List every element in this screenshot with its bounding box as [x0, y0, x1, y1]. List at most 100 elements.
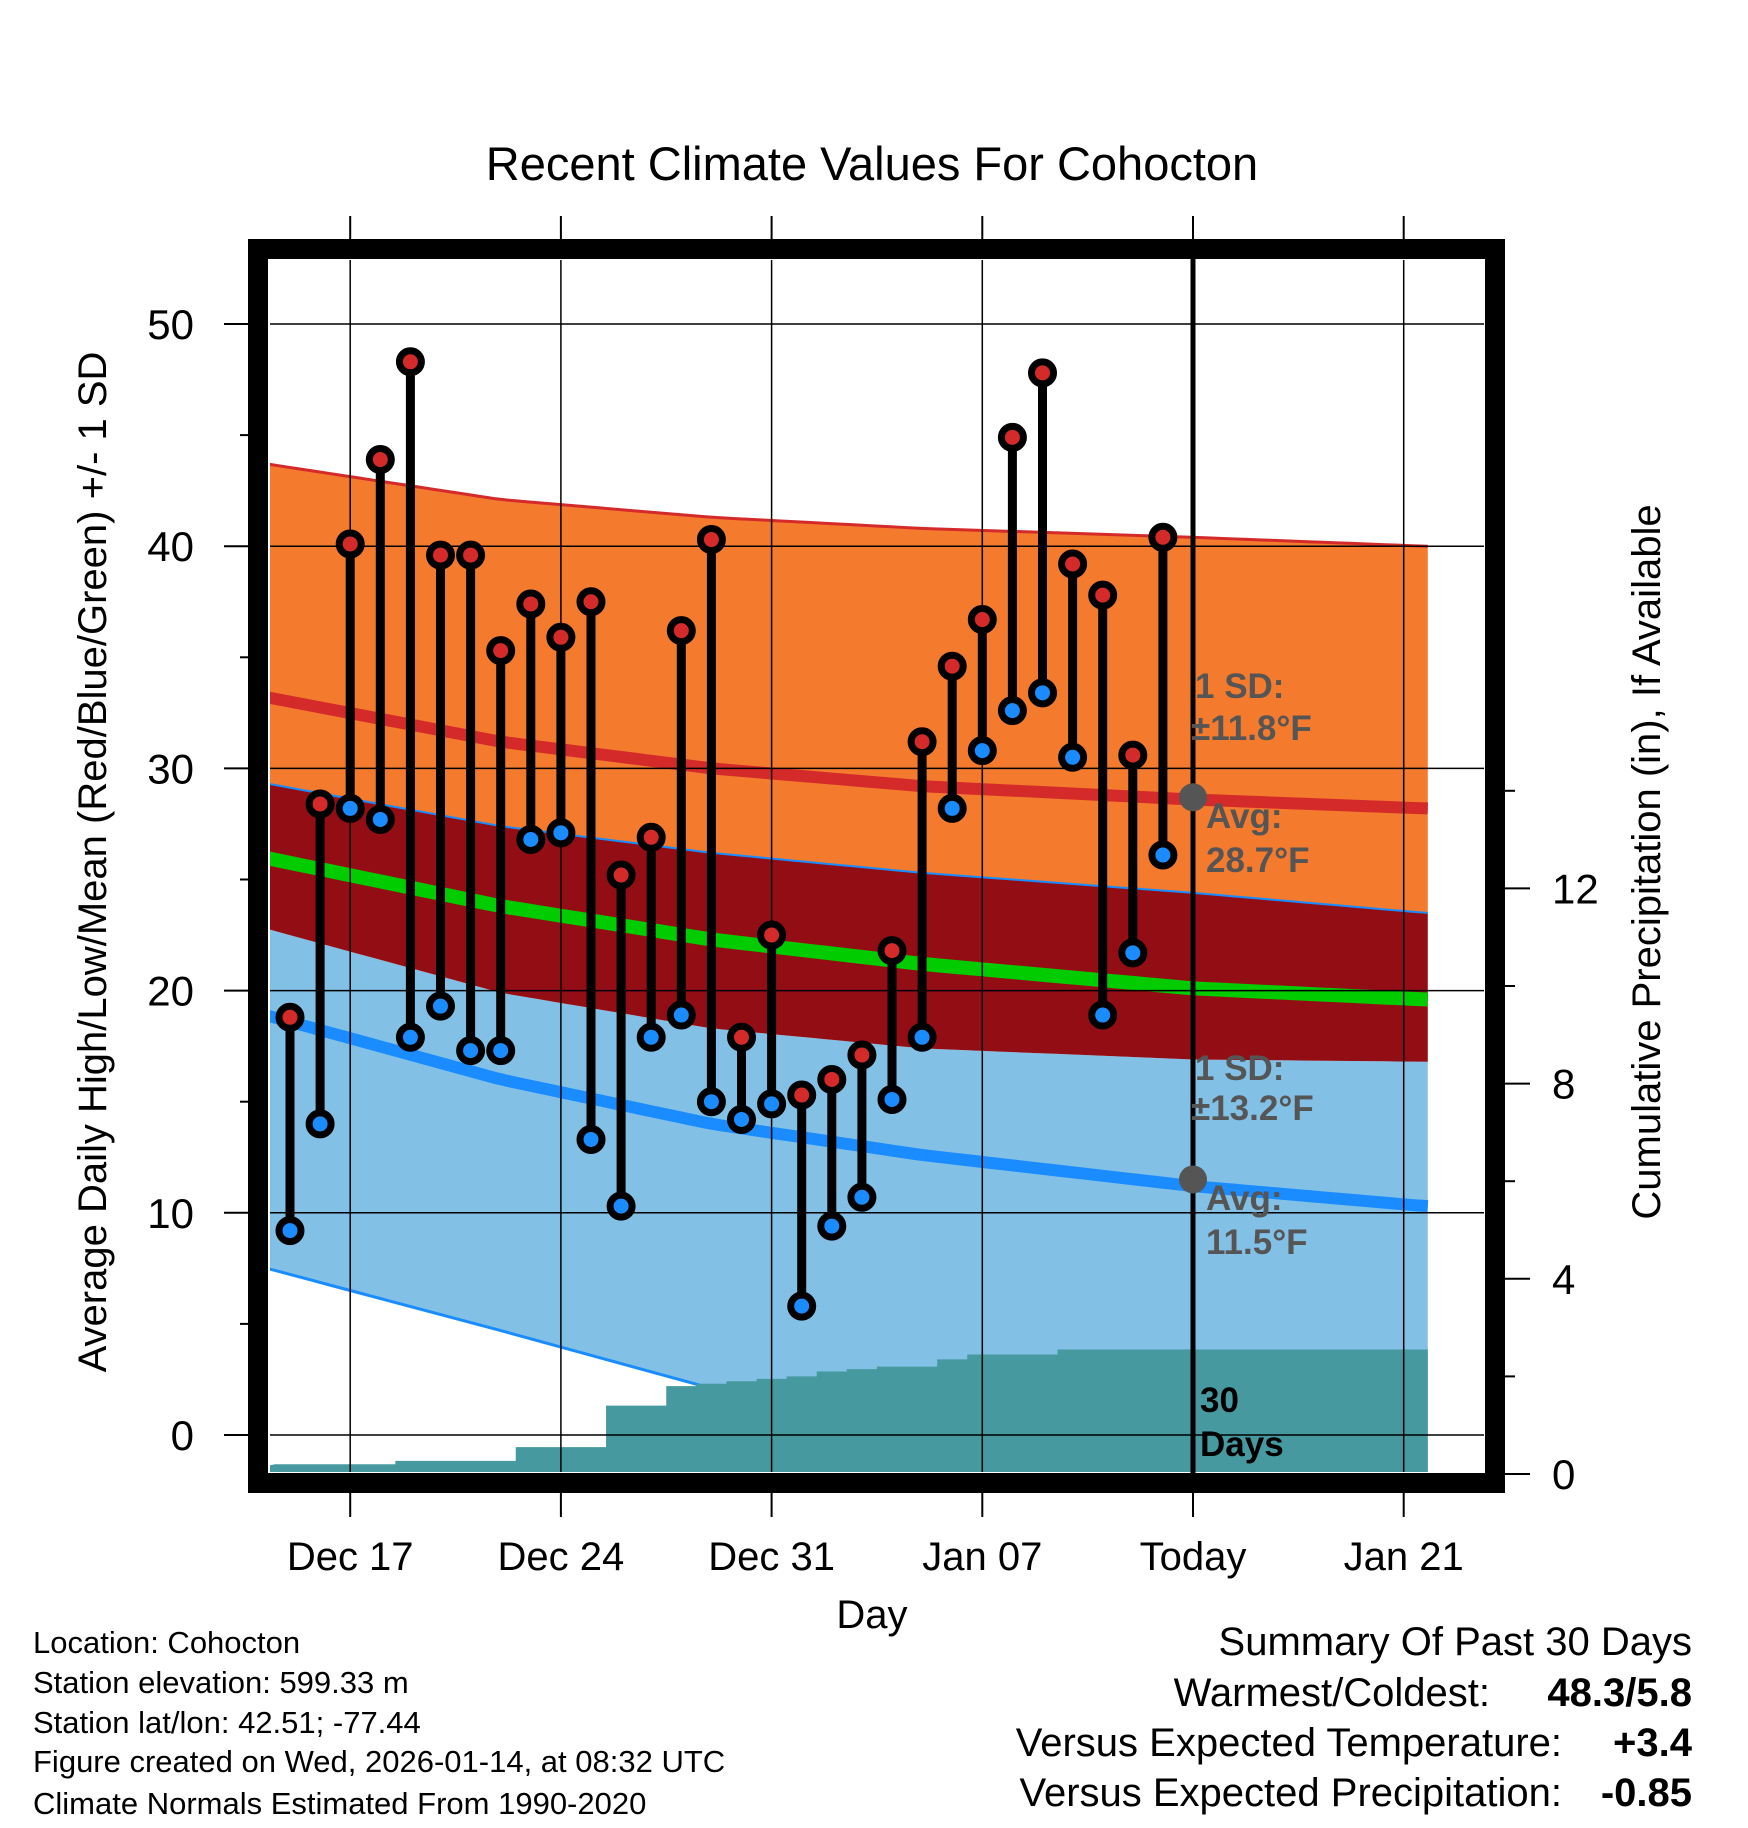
- summary-title: Summary Of Past 30 Days: [1219, 1620, 1692, 1664]
- daily-high-point: [877, 936, 907, 966]
- daily-low-point: [275, 1216, 305, 1246]
- daily-low-point: [877, 1084, 907, 1114]
- x-tick-label: Dec 17: [287, 1535, 414, 1579]
- period-unit: Days: [1200, 1425, 1284, 1464]
- daily-high-point: [1118, 740, 1148, 770]
- daily-low-point: [1028, 678, 1057, 708]
- daily-low-point: [576, 1124, 606, 1154]
- chart-title: Recent Climate Values For Cohocton: [486, 137, 1258, 190]
- daily-high-point: [456, 540, 486, 570]
- daily-low-point: [817, 1211, 847, 1241]
- daily-low-point: [727, 1104, 756, 1134]
- precip-area: [270, 1349, 1428, 1472]
- daily-high-point: [576, 587, 606, 617]
- info-created: Figure created on Wed, 2026-01-14, at 08…: [33, 1744, 725, 1779]
- daily-high-point: [817, 1064, 847, 1094]
- daily-low-point: [516, 825, 546, 855]
- axes: 0 10 20 30 40 50 0 4 8 12 Dec 17 Dec 24 Dec 31 Jan 07…: [147, 216, 1599, 1579]
- daily-low-point: [967, 736, 997, 766]
- overlay: [275, 250, 1207, 1480]
- daily-low-point: [1118, 938, 1148, 968]
- y2-tick-label: 4: [1552, 1256, 1575, 1303]
- daily-high-point: [757, 920, 787, 950]
- x-tick-label: Dec 24: [498, 1535, 625, 1579]
- today-high-avg-marker: [1179, 783, 1207, 812]
- daily-low-point: [997, 696, 1027, 726]
- daily-low-point: [907, 1022, 937, 1052]
- daily-high-point: [1148, 522, 1178, 552]
- daily-high-point: [907, 727, 937, 757]
- daily-high-point: [426, 540, 455, 570]
- y-tick-label: 30: [147, 745, 194, 792]
- daily-low-point: [1058, 742, 1088, 772]
- warmest-label: Warmest/Coldest:: [1174, 1671, 1490, 1715]
- daily-high-point: [1028, 358, 1057, 388]
- daily-low-point: [546, 818, 576, 848]
- daily-high-point: [727, 1022, 756, 1052]
- daily-high-point: [636, 822, 666, 852]
- high-avg-label: Avg:: [1206, 797, 1282, 836]
- today-low-avg-marker: [1179, 1165, 1207, 1194]
- info-normals: Climate Normals Estimated From 1990-2020: [33, 1786, 646, 1821]
- temp-vs-expected-label: Versus Expected Temperature:: [1016, 1721, 1562, 1765]
- daily-low-point: [666, 1000, 696, 1030]
- daily-low-point: [365, 805, 395, 835]
- daily-high-point: [666, 616, 696, 646]
- daily-low-point: [1148, 840, 1178, 870]
- daily-low-point: [456, 1036, 486, 1066]
- plot-frame: [248, 239, 1505, 1493]
- daily-low-point: [606, 1191, 636, 1221]
- y2-tick-label: 0: [1552, 1451, 1575, 1498]
- high-sd-value: ±11.8°F: [1191, 709, 1312, 748]
- daily-high-point: [1088, 580, 1118, 610]
- low-sd-value: ±13.2°F: [1191, 1089, 1314, 1128]
- y-tick-label: 10: [147, 1190, 194, 1237]
- overlap-band: [270, 784, 1428, 1062]
- temp-vs-expected-value: +3.4: [1613, 1721, 1693, 1765]
- low-sd-label: 1 SD:: [1195, 1049, 1284, 1088]
- daily-high-point: [486, 636, 516, 666]
- x-tick-label: Dec 31: [708, 1535, 835, 1579]
- y2-axis-label: Cumulative Precipitation (in), If Availa…: [1625, 504, 1669, 1219]
- daily-low-point: [395, 1022, 425, 1052]
- x-tick-label: Jan 21: [1344, 1535, 1464, 1579]
- y-tick-label: 0: [171, 1412, 194, 1459]
- y-axis-label: Average Daily High/Low/Mean (Red/Blue/Gr…: [71, 352, 115, 1373]
- daily-high-point: [787, 1080, 817, 1110]
- daily-low-point: [757, 1089, 787, 1119]
- precip-vs-expected-label: Versus Expected Precipitation:: [1019, 1771, 1562, 1815]
- daily-low-point: [847, 1182, 877, 1212]
- daily-low-point: [486, 1036, 516, 1066]
- y2-tick-label: 8: [1552, 1061, 1575, 1108]
- plot-area: [270, 260, 1484, 1472]
- daily-low-point: [1088, 1000, 1118, 1030]
- x-tick-label: Today: [1140, 1535, 1247, 1579]
- low-avg-line: [270, 1010, 1429, 1213]
- daily-high-point: [546, 622, 576, 652]
- period-number: 30: [1200, 1381, 1239, 1420]
- daily-high-point: [305, 789, 335, 819]
- daily-high-point: [997, 422, 1027, 452]
- info-elevation: Station elevation: 599.33 m: [33, 1665, 409, 1700]
- daily-high-point: [847, 1040, 877, 1070]
- daily-low-point: [426, 991, 455, 1021]
- daily-high-point: [335, 529, 365, 559]
- info-latlon: Station lat/lon: 42.51; -77.44: [33, 1705, 421, 1740]
- daily-high-point: [967, 605, 997, 635]
- daily-high-point: [516, 589, 546, 619]
- daily-high-point: [365, 445, 395, 475]
- daily-low-point: [305, 1109, 335, 1139]
- daily-high-point: [1058, 549, 1088, 579]
- daily-high-point: [606, 860, 636, 890]
- y-tick-label: 20: [147, 968, 194, 1015]
- warmest-value: 48.3/5.8: [1547, 1671, 1692, 1715]
- daily-low-point: [636, 1022, 666, 1052]
- high-avg-value: 28.7°F: [1206, 841, 1310, 880]
- daily-high-point: [395, 347, 425, 377]
- daily-high-point: [696, 525, 726, 555]
- y-tick-label: 50: [147, 301, 194, 348]
- info-location: Location: Cohocton: [33, 1625, 300, 1660]
- x-tick-label: Jan 07: [922, 1535, 1042, 1579]
- low-avg-label: Avg:: [1206, 1179, 1282, 1218]
